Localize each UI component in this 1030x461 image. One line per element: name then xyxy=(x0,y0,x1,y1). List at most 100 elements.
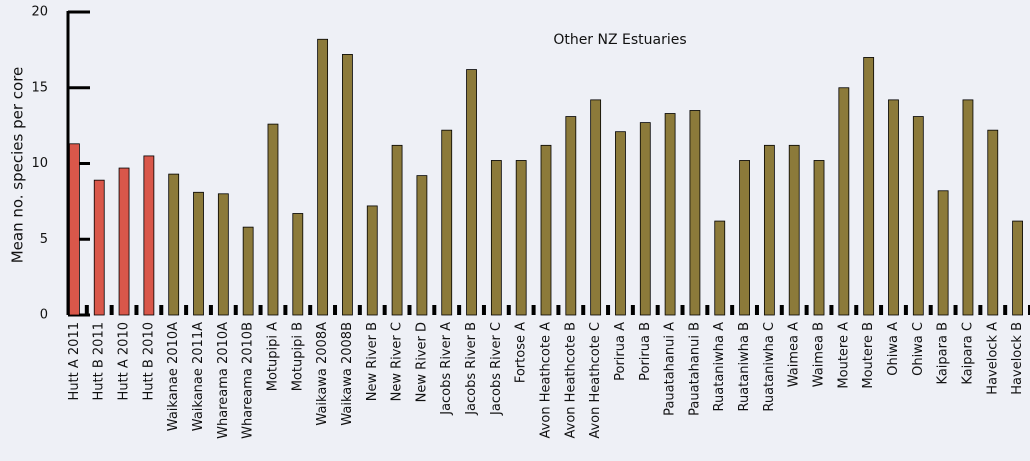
bar xyxy=(217,193,229,316)
x-tick xyxy=(233,305,238,315)
x-tick xyxy=(953,305,958,315)
x-tick-label: Havelock A xyxy=(985,322,1000,395)
bar xyxy=(739,160,750,316)
x-tick xyxy=(978,305,983,315)
x-tick xyxy=(804,305,809,315)
x-tick-label: Pauatahanui A xyxy=(663,322,678,416)
bar xyxy=(863,57,875,316)
bar xyxy=(1012,220,1023,316)
bar xyxy=(639,122,651,316)
x-tick xyxy=(655,305,660,315)
bar xyxy=(689,110,701,316)
x-tick xyxy=(506,305,511,315)
x-tick xyxy=(754,305,759,315)
x-tick-label: Whareama 2010A xyxy=(216,322,231,439)
x-tick-label: Ohiwa C xyxy=(911,322,926,376)
x-tick-label: Moutere A xyxy=(836,322,851,389)
x-tick-label: Jacobs River C xyxy=(489,322,504,416)
x-tick-label: New River C xyxy=(390,322,405,401)
x-tick-label: Waimea A xyxy=(787,322,802,387)
x-tick xyxy=(134,305,139,315)
bar xyxy=(193,191,204,316)
x-tick-label: Pauatahanui B xyxy=(687,322,702,416)
x-tick-label: Avon Heathcote A xyxy=(539,322,554,439)
bar xyxy=(813,160,825,316)
x-tick xyxy=(928,305,933,315)
x-tick xyxy=(854,305,859,315)
x-tick xyxy=(581,305,586,315)
x-tick-label: Waikawa 2008B xyxy=(340,322,355,426)
bar xyxy=(242,226,254,316)
bar xyxy=(888,99,899,316)
x-tick-label: Ohiwa A xyxy=(886,322,901,376)
x-tick xyxy=(84,305,89,315)
x-tick xyxy=(432,305,437,315)
y-tick-label: 0 xyxy=(40,308,48,323)
x-tick-label: Porirua B xyxy=(638,322,653,381)
x-tick-label: New River D xyxy=(414,322,429,402)
bar xyxy=(763,144,775,316)
bar xyxy=(490,160,502,316)
x-tick xyxy=(457,305,462,315)
bar xyxy=(416,175,428,316)
x-tick-label: Waikanae 2011A xyxy=(191,322,206,431)
x-tick xyxy=(879,305,884,315)
x-tick-label: Jacobs River B xyxy=(464,322,479,416)
x-tick xyxy=(109,305,114,315)
x-tick xyxy=(1003,305,1008,315)
x-tick-label: Porirua A xyxy=(613,322,628,381)
x-tick xyxy=(333,305,338,315)
bar xyxy=(366,205,378,316)
x-tick-label: Waikanae 2010A xyxy=(166,322,181,431)
bar xyxy=(590,99,602,316)
x-tick xyxy=(283,305,288,315)
x-tick xyxy=(357,305,362,315)
x-tick-label: Hutt A 2010 xyxy=(117,322,132,400)
x-tick-label: Hutt B 2011 xyxy=(92,322,107,400)
annotation: Other NZ Estuaries xyxy=(553,32,686,48)
x-tick-label: Ruataniwha B xyxy=(737,322,752,411)
bar xyxy=(987,129,999,316)
bar xyxy=(317,38,329,316)
x-tick xyxy=(481,305,486,315)
bar xyxy=(93,179,105,316)
bar xyxy=(962,99,974,316)
bar xyxy=(615,131,626,316)
x-tick-label: Motupipi A xyxy=(265,322,280,391)
x-tick-label: Motupipi B xyxy=(290,322,305,391)
x-tick xyxy=(407,305,412,315)
x-tick xyxy=(829,305,834,315)
x-tick-label: Jacobs River A xyxy=(439,322,454,416)
y-tick-label: 20 xyxy=(31,5,48,20)
bar xyxy=(391,144,403,316)
x-tick-label: Hutt A 2011 xyxy=(67,322,82,400)
x-tick xyxy=(382,305,387,315)
bar xyxy=(69,143,80,316)
x-tick-label: Whareama 2010B xyxy=(241,322,256,439)
x-tick-label: Moutere B xyxy=(861,322,876,389)
bar xyxy=(168,173,180,316)
x-tick xyxy=(258,305,263,315)
x-tick-label: Hutt B 2010 xyxy=(141,322,156,400)
x-tick xyxy=(531,305,536,315)
x-tick-label: Ruataniwha A xyxy=(712,322,727,412)
bar xyxy=(788,144,800,316)
x-tick xyxy=(903,305,908,315)
bar xyxy=(342,54,353,316)
bar xyxy=(118,167,130,316)
x-tick xyxy=(556,305,561,315)
x-tick xyxy=(308,305,313,315)
bar xyxy=(565,116,577,316)
bar xyxy=(292,213,304,316)
x-tick-label: Waikawa 2008A xyxy=(315,322,330,426)
x-tick xyxy=(184,305,189,315)
x-tick xyxy=(680,305,685,315)
bar xyxy=(937,190,949,316)
x-tick-label: Fortose A xyxy=(514,322,529,383)
bar xyxy=(664,113,676,316)
bar xyxy=(267,123,279,316)
bar xyxy=(838,87,850,316)
bar xyxy=(441,129,453,316)
x-tick-label: Kaipara C xyxy=(960,322,975,385)
